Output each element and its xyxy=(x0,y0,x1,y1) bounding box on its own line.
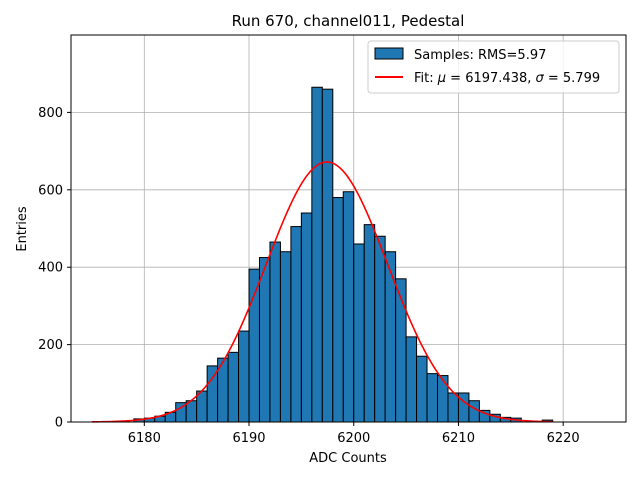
histogram-bar xyxy=(290,226,302,423)
legend-samples-swatch xyxy=(374,47,404,60)
y-tick-label: 800 xyxy=(38,106,63,121)
legend-samples-label: Samples: RMS=5.97 xyxy=(414,48,546,63)
x-tick-label: 6200 xyxy=(337,431,370,446)
histogram-bar xyxy=(206,365,219,423)
legend-box xyxy=(367,40,620,94)
histogram-bar xyxy=(227,351,240,423)
histogram-bar xyxy=(238,330,250,423)
legend: Samples: RMS=5.97 Fit: μ = 6197.438, σ =… xyxy=(367,40,620,94)
x-tick-label: 6210 xyxy=(442,431,475,446)
histogram-bar xyxy=(332,197,344,423)
histogram-bar xyxy=(258,257,271,423)
histogram-bar xyxy=(363,224,376,423)
x-axis-ticks: 6180 6190 6200 6210 6220 xyxy=(128,422,580,446)
histogram-bar xyxy=(447,392,459,423)
histogram-bar xyxy=(395,278,407,423)
y-tick-label: 0 xyxy=(55,416,63,431)
histogram-bar xyxy=(353,243,365,423)
y-axis-ticks: 0 200 400 600 800 xyxy=(38,106,71,431)
histogram-bar xyxy=(457,392,470,423)
x-tick-label: 6220 xyxy=(547,431,580,446)
histogram-bar xyxy=(342,191,355,423)
histogram-bar xyxy=(311,86,323,423)
fit-curve-layer xyxy=(91,161,553,423)
histogram-bar xyxy=(269,241,281,423)
histogram-bar xyxy=(196,390,208,423)
x-axis-label: ADC Counts xyxy=(309,451,387,466)
histogram-bar xyxy=(248,268,260,423)
histogram-bar xyxy=(416,355,428,423)
legend-fit-label: Fit: μ = 6197.438, σ = 5.799 xyxy=(414,71,600,86)
histogram-bar xyxy=(374,235,386,423)
y-tick-label: 200 xyxy=(38,338,63,353)
y-tick-label: 400 xyxy=(38,261,63,276)
y-axis-label: Entries xyxy=(15,206,30,252)
x-tick-label: 6190 xyxy=(232,431,265,446)
histogram-bar xyxy=(468,400,480,423)
histogram-bar xyxy=(321,88,334,423)
histogram-bar xyxy=(437,375,449,423)
histogram-bar xyxy=(279,251,292,423)
chart-title: Run 670, channel011, Pedestal xyxy=(232,12,465,30)
y-tick-label: 600 xyxy=(38,183,63,198)
histogram-bar xyxy=(384,251,397,423)
histogram-bar xyxy=(300,212,313,423)
fit-curve xyxy=(91,161,553,423)
plot-frame xyxy=(70,34,627,423)
x-tick-label: 6180 xyxy=(128,431,161,446)
histogram-bar xyxy=(405,336,418,423)
histogram-bar xyxy=(426,373,439,423)
